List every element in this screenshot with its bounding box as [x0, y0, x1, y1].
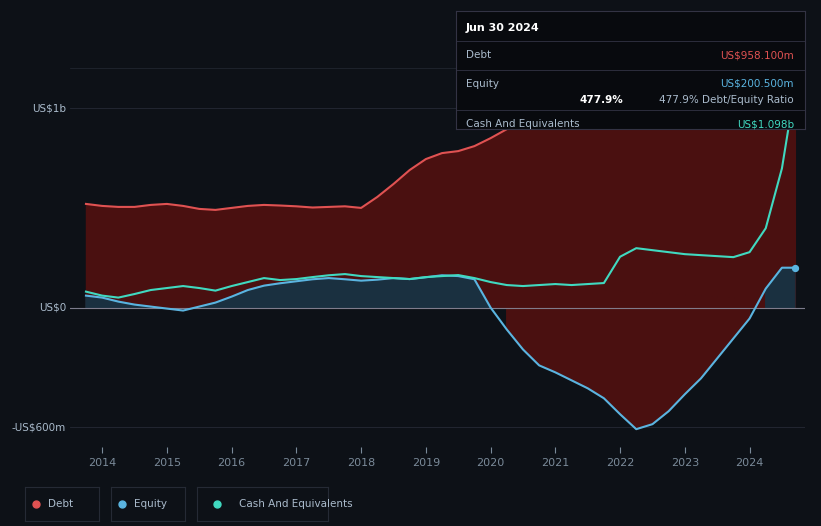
Text: 477.9% Debt/Equity Ratio: 477.9% Debt/Equity Ratio [659, 95, 794, 106]
Text: Jun 30 2024: Jun 30 2024 [466, 23, 540, 33]
Point [788, 264, 801, 272]
Text: Cash And Equivalents: Cash And Equivalents [239, 499, 353, 509]
Text: US$1.098b: US$1.098b [737, 119, 794, 129]
Text: US$0: US$0 [39, 302, 67, 312]
Text: US$1b: US$1b [32, 103, 67, 113]
Text: -US$600m: -US$600m [11, 422, 67, 432]
Point [788, 113, 801, 121]
Text: Equity: Equity [135, 499, 167, 509]
Text: Equity: Equity [466, 79, 499, 89]
Text: Cash And Equivalents: Cash And Equivalents [466, 119, 580, 129]
Text: 477.9%: 477.9% [580, 95, 623, 106]
Text: US$200.500m: US$200.500m [721, 79, 794, 89]
Text: US$958.100m: US$958.100m [720, 50, 794, 60]
Text: Debt: Debt [466, 50, 491, 60]
Point [788, 85, 801, 93]
Text: Debt: Debt [48, 499, 73, 509]
